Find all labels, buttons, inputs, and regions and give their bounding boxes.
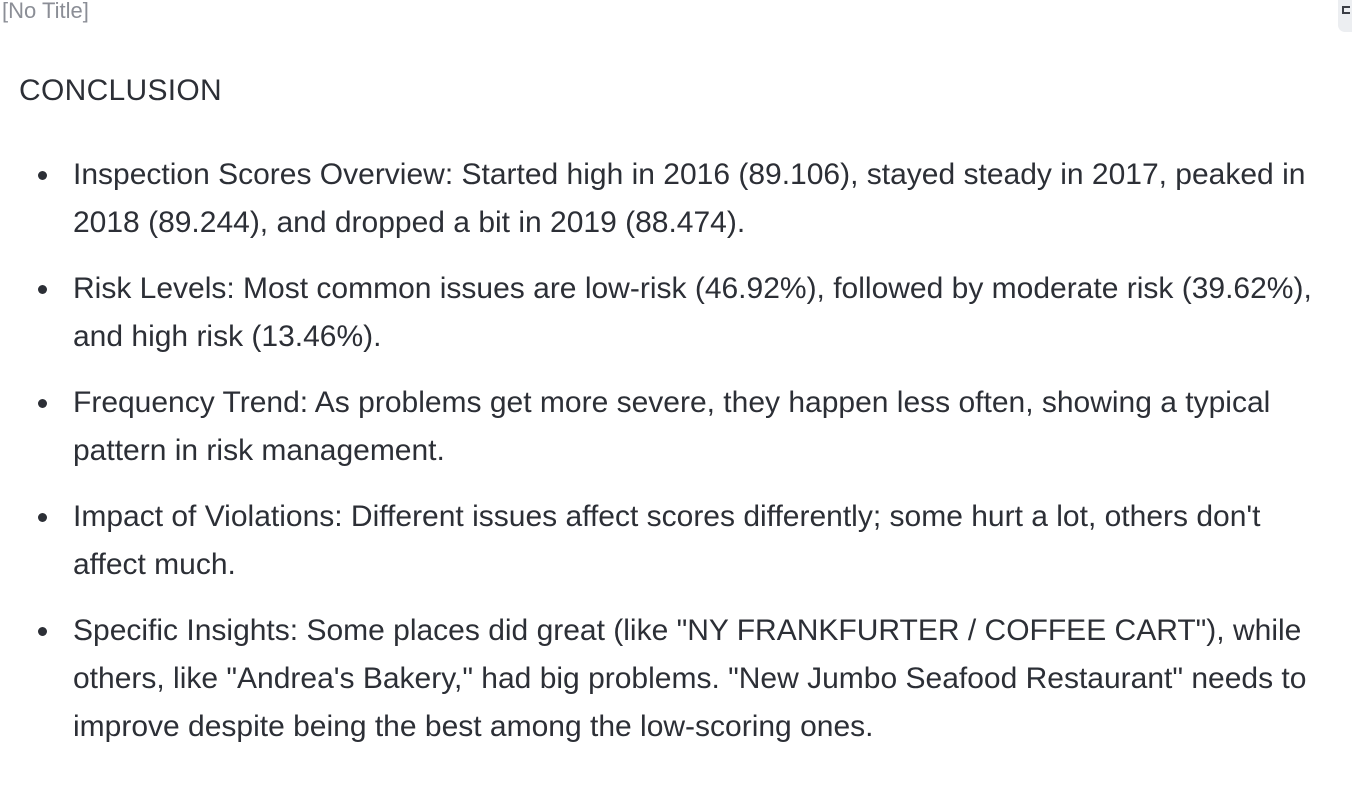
panel-toggle-icon — [1342, 6, 1350, 14]
bullet-icon — [38, 171, 47, 180]
bullet-icon — [38, 285, 47, 294]
bullet-icon — [38, 627, 47, 636]
conclusion-list: Inspection Scores Overview: Started high… — [0, 151, 1352, 769]
list-item: Risk Levels: Most common issues are low-… — [0, 265, 1352, 361]
section-heading: CONCLUSION — [19, 74, 223, 107]
list-item: Specific Insights: Some places did great… — [0, 607, 1352, 751]
bullet-icon — [38, 399, 47, 408]
panel-toggle-button[interactable] — [1338, 0, 1352, 32]
list-item: Impact of Violations: Different issues a… — [0, 493, 1352, 589]
bullet-icon — [38, 513, 47, 522]
list-item-text: Frequency Trend: As problems get more se… — [73, 386, 1271, 467]
window-title: [No Title] — [2, 0, 89, 23]
list-item-text: Risk Levels: Most common issues are low-… — [73, 272, 1312, 353]
list-item-text: Impact of Violations: Different issues a… — [73, 500, 1261, 581]
list-item: Frequency Trend: As problems get more se… — [0, 379, 1352, 475]
list-item-text: Specific Insights: Some places did great… — [73, 614, 1307, 743]
list-item-text: Inspection Scores Overview: Started high… — [73, 158, 1306, 239]
list-item: Inspection Scores Overview: Started high… — [0, 151, 1352, 247]
